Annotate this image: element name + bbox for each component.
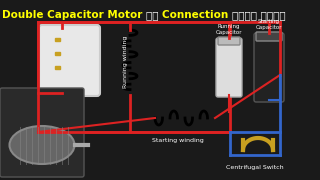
Text: Running
Capacitor: Running Capacitor [216, 24, 242, 35]
Text: का: का [146, 10, 162, 20]
Text: Running winding: Running winding [123, 36, 127, 88]
FancyBboxPatch shape [256, 32, 282, 41]
FancyBboxPatch shape [218, 37, 240, 45]
Text: Starting winding: Starting winding [152, 138, 204, 143]
FancyBboxPatch shape [254, 33, 284, 102]
FancyBboxPatch shape [0, 88, 84, 177]
Text: Centrifugal Switch: Centrifugal Switch [226, 165, 284, 170]
Text: Double Capacitor Motor: Double Capacitor Motor [2, 10, 146, 20]
Text: Starting
Capacitor: Starting Capacitor [256, 19, 282, 30]
Bar [55, 52, 60, 55]
FancyBboxPatch shape [216, 38, 242, 97]
Text: Connection: Connection [162, 10, 232, 20]
Bar [55, 66, 60, 69]
Text: करना सीखे: करना सीखे [232, 10, 286, 20]
Bar [55, 38, 60, 41]
Ellipse shape [10, 126, 75, 164]
FancyBboxPatch shape [39, 25, 100, 96]
